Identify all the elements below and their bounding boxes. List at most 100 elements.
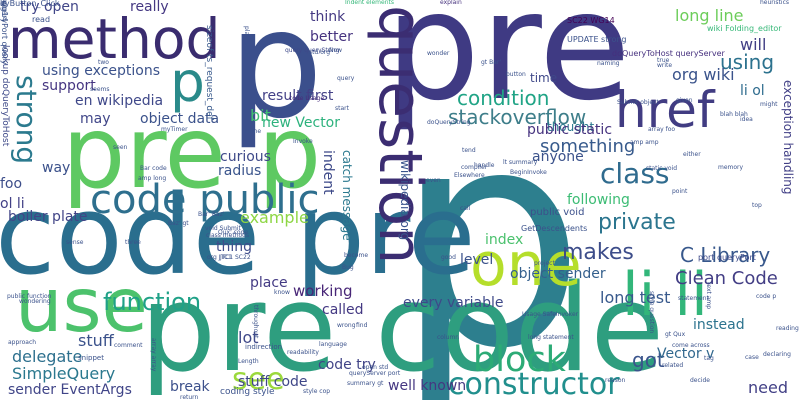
cloud-word: open std	[362, 364, 389, 371]
cloud-word: seems	[90, 86, 110, 93]
cloud-word: queryServer port	[349, 370, 401, 377]
cloud-word: style question	[648, 291, 655, 334]
cloud-word: method	[8, 7, 221, 71]
cloud-word: radius	[218, 163, 262, 179]
cloud-word: called	[322, 302, 364, 318]
cloud-word: bit	[250, 106, 271, 125]
cloud-word: SimpleQuery	[12, 364, 116, 383]
cloud-word: sense	[66, 239, 84, 246]
cloud-word: Elsewhere	[454, 172, 485, 179]
cloud-word: true	[657, 57, 670, 64]
cloud-word: obj	[283, 105, 293, 112]
cloud-word: declaring	[763, 351, 791, 358]
cloud-word: org wiki	[672, 65, 735, 84]
cloud-word: see	[232, 362, 285, 397]
cloud-word: top	[752, 202, 762, 209]
cloud-word: myTimer	[161, 126, 188, 133]
cloud-word: try open	[20, 0, 79, 15]
cloud-word: pre code	[140, 260, 665, 399]
cloud-word: seen	[113, 144, 128, 151]
cloud-word: wiki Folding_editor	[707, 24, 782, 33]
cloud-word: either	[683, 151, 701, 158]
cloud-word: way	[42, 160, 71, 176]
cloud-word: public static	[527, 122, 613, 138]
cloud-word: Vector v	[657, 346, 715, 362]
cloud-word: following	[567, 192, 630, 208]
cloud-word: using exceptions	[42, 63, 160, 79]
cloud-word: Invoke	[293, 138, 313, 145]
cloud-word: column	[437, 334, 460, 341]
cloud-word: query queryString	[285, 47, 340, 54]
cloud-word: pre	[385, 0, 631, 134]
cloud-word: public function	[7, 293, 52, 300]
cloud-word: amp long	[138, 175, 167, 182]
cloud-word: language	[319, 341, 347, 348]
cloud-word: example	[240, 208, 309, 227]
cloud-word: support	[42, 78, 96, 94]
cloud-word: code public	[90, 177, 320, 223]
cloud-word: break	[170, 379, 210, 395]
cloud-word: wrong	[337, 322, 356, 329]
cloud-word: p	[170, 50, 205, 114]
cloud-word: long line	[675, 6, 744, 25]
cloud-word: well known	[388, 378, 467, 394]
cloud-word: something	[540, 136, 636, 157]
cloud-word: thing	[216, 239, 253, 255]
cloud-word: comment	[114, 342, 143, 349]
cloud-word: p	[395, 65, 586, 400]
cloud-word: decide	[690, 377, 710, 384]
cloud-word: class	[600, 157, 670, 190]
cloud-word: project	[534, 260, 555, 267]
cloud-word: Length	[238, 358, 259, 365]
cloud-word: name	[244, 128, 262, 135]
cloud-word: find	[356, 322, 368, 329]
cloud-word: SC22 WG14	[567, 16, 615, 25]
cloud-word: time	[530, 71, 558, 85]
cloud-word: Clean Code	[675, 268, 778, 289]
cloud-word: heuristics	[760, 0, 790, 6]
cloud-word: array foo	[648, 126, 676, 133]
cloud-word: li li	[622, 260, 708, 330]
cloud-word: two	[98, 59, 109, 66]
cloud-word: instead	[693, 317, 745, 333]
cloud-word: might	[760, 101, 778, 108]
cloud-word: Submit object	[617, 99, 659, 106]
cloud-word: doQueryString	[427, 119, 471, 126]
cloud-word: std org	[309, 49, 331, 56]
cloud-word: strong	[10, 75, 43, 165]
cloud-word: constructor	[448, 367, 620, 400]
cloud-word: compiler	[461, 164, 488, 171]
cloud-word: Bar code	[140, 165, 167, 172]
cloud-word: new Vector	[262, 115, 340, 131]
cloud-word: wikipedia org	[398, 160, 412, 241]
cloud-word: using	[720, 50, 775, 74]
cloud-word: idea	[740, 116, 753, 123]
cloud-word: level	[460, 252, 494, 268]
cloud-word: array array	[150, 338, 157, 372]
cloud-word: lt	[0, 0, 6, 8]
cloud-word: snippet	[78, 354, 104, 362]
cloud-word: href	[615, 81, 715, 139]
cloud-word: indirection	[245, 343, 283, 351]
cloud-word: public void	[530, 207, 585, 218]
cloud-word: JTC1 SC22	[220, 254, 251, 261]
cloud-word: catch message	[340, 150, 354, 241]
cloud-word: private	[598, 210, 676, 235]
cloud-word: read	[32, 15, 51, 24]
cloud-word: lookup doQueryToHost	[0, 45, 10, 147]
cloud-word: ol li	[0, 196, 25, 212]
cloud-word: code pre	[0, 171, 476, 299]
cloud-word: become	[344, 252, 369, 259]
cloud-word: function	[103, 288, 202, 316]
cloud-word: wg14	[0, 0, 9, 22]
cloud-word: C Library	[680, 243, 771, 267]
cloud-word: code try	[318, 357, 376, 373]
cloud-word: good	[441, 254, 456, 261]
cloud-word: tend	[462, 147, 476, 154]
cloud-word: amp amp	[630, 139, 659, 146]
cloud-word: p	[228, 0, 324, 152]
cloud-word: write	[657, 62, 673, 69]
cloud-word: en wikipedia	[75, 93, 164, 109]
cloud-word: query	[337, 75, 355, 82]
